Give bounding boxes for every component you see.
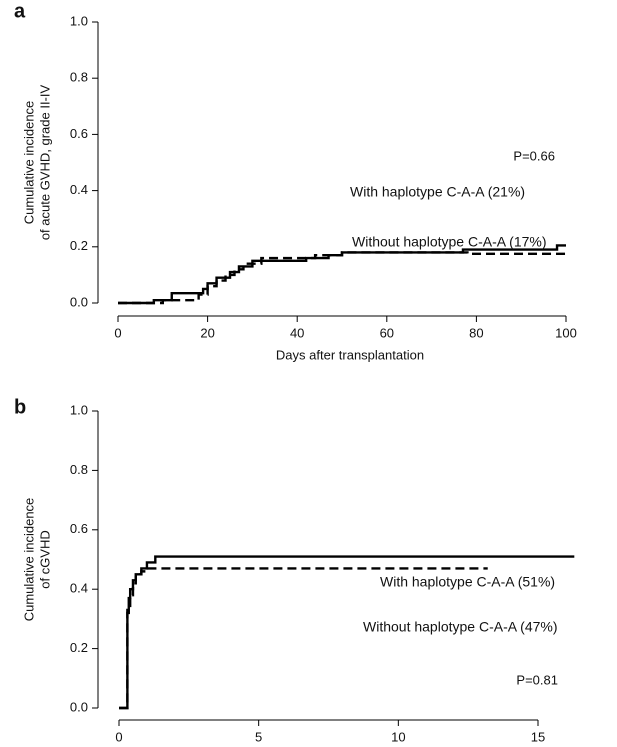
x-tick-label: 100	[555, 325, 577, 340]
p-value: P=0.66	[513, 148, 555, 163]
series-label: With haplotype C-A-A (21%)	[350, 184, 525, 200]
y-axis-label: Cumulative incidence	[21, 101, 36, 225]
y-tick-label: 0.8	[70, 70, 88, 85]
x-tick-label: 10	[391, 729, 405, 744]
p-value: P=0.81	[516, 672, 558, 687]
x-tick-label: 80	[469, 325, 483, 340]
x-tick-label: 20	[200, 325, 214, 340]
series-label: Without haplotype C-A-A (47%)	[363, 619, 558, 635]
y-tick-label: 0.0	[70, 699, 88, 714]
x-tick-label: 60	[380, 325, 394, 340]
series-label: Without haplotype C-A-A (17%)	[352, 234, 547, 250]
panel-label: b	[14, 396, 26, 418]
y-axis-label: of cGVHD	[37, 530, 52, 589]
series-line	[118, 251, 566, 305]
y-tick-label: 1.0	[70, 402, 88, 417]
y-axis-label: Cumulative incidence	[21, 498, 36, 622]
series-line	[119, 567, 488, 710]
x-tick-label: 40	[290, 325, 304, 340]
y-tick-label: 0.8	[70, 462, 88, 477]
y-tick-label: 1.0	[70, 13, 88, 28]
panel-label: a	[14, 0, 26, 22]
x-tick-label: 15	[531, 729, 545, 744]
y-axis-label: of acute GVHD, grade II-IV	[37, 85, 52, 241]
y-tick-label: 0.6	[70, 126, 88, 141]
y-tick-label: 0.6	[70, 521, 88, 536]
y-tick-label: 0.2	[70, 238, 88, 253]
x-tick-label: 0	[115, 729, 122, 744]
y-tick-label: 0.4	[70, 581, 88, 596]
series-label: With haplotype C-A-A (51%)	[380, 574, 555, 590]
y-tick-label: 0.2	[70, 640, 88, 655]
y-tick-label: 0.4	[70, 182, 88, 197]
x-tick-label: 0	[114, 325, 121, 340]
x-tick-label: 5	[255, 729, 262, 744]
x-axis-label: Days after transplantation	[276, 347, 424, 362]
y-tick-label: 0.0	[70, 294, 88, 309]
